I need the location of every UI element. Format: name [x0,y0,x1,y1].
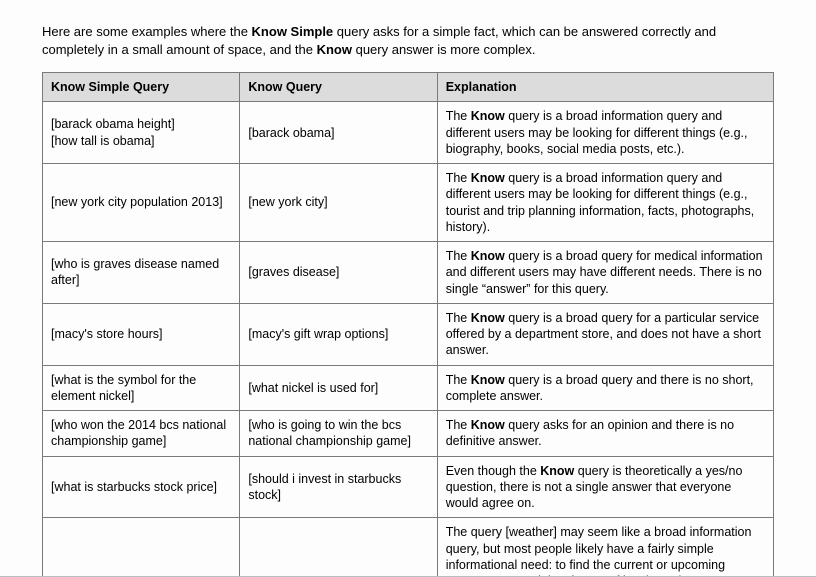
intro-post: query answer is more complex. [352,42,536,57]
cell-simple-query: [who is graves disease named after] [43,242,240,304]
table-row: [barack obama height] [how tall is obama… [43,102,774,164]
cell-explanation: The Know query is a broad information qu… [437,164,773,242]
cell-simple-query: [new york city population 2013] [43,164,240,242]
cell-know-query: [who is going to win the bcs national ch… [240,411,437,457]
intro-bold1: Know Simple [252,24,334,39]
simple-query-a: [barack obama height] [51,117,175,131]
comparison-table: Know Simple Query Know Query Explanation… [42,72,774,577]
header-explanation: Explanation [437,73,773,102]
table-row: [macy's store hours] [macy's gift wrap o… [43,303,774,365]
cell-explanation: The Know query is a broad information qu… [437,102,773,164]
cell-know-query: [new york city] [240,164,437,242]
cell-simple-query: [what is starbucks stock price] [43,456,240,518]
cell-explanation: The Know query is a broad query for medi… [437,242,773,304]
table-row: [new york city population 2013] [new yor… [43,164,774,242]
cell-know-query: [barack obama] [240,102,437,164]
header-know: Know Query [240,73,437,102]
table-row: [who won the 2014 bcs national champions… [43,411,774,457]
intro-text: Here are some examples where the Know Si… [42,23,774,58]
cell-know-query: [macy's gift wrap options] [240,303,437,365]
cell-know-query: [graves disease] [240,242,437,304]
intro-pre: Here are some examples where the [42,24,252,39]
header-know-simple: Know Simple Query [43,73,240,102]
table-row: [what is starbucks stock price] [should … [43,456,774,518]
cell-explanation: The Know query is a broad query for a pa… [437,303,773,365]
table-row: [weather] [how do people predict the wea… [43,518,774,577]
intro-bold2: Know [317,42,352,57]
cell-explanation: The query [weather] may seem like a broa… [437,518,773,577]
cell-simple-query: [weather] [43,518,240,577]
table-header-row: Know Simple Query Know Query Explanation [43,73,774,102]
cell-simple-query: [what is the symbol for the element nick… [43,365,240,411]
simple-query-b: [how tall is obama] [51,134,155,148]
cell-simple-query: [who won the 2014 bcs national champions… [43,411,240,457]
cell-know-query: [what nickel is used for] [240,365,437,411]
cell-simple-query: [barack obama height] [how tall is obama… [43,102,240,164]
table-row: [what is the symbol for the element nick… [43,365,774,411]
cell-explanation: Even though the Know query is theoretica… [437,456,773,518]
cell-explanation: The Know query is a broad query and ther… [437,365,773,411]
cell-know-query: [how do people predict the weather] [240,518,437,577]
cell-explanation: The Know query asks for an opinion and t… [437,411,773,457]
table-row: [who is graves disease named after] [gra… [43,242,774,304]
cell-simple-query: [macy's store hours] [43,303,240,365]
cell-know-query: [should i invest in starbucks stock] [240,456,437,518]
